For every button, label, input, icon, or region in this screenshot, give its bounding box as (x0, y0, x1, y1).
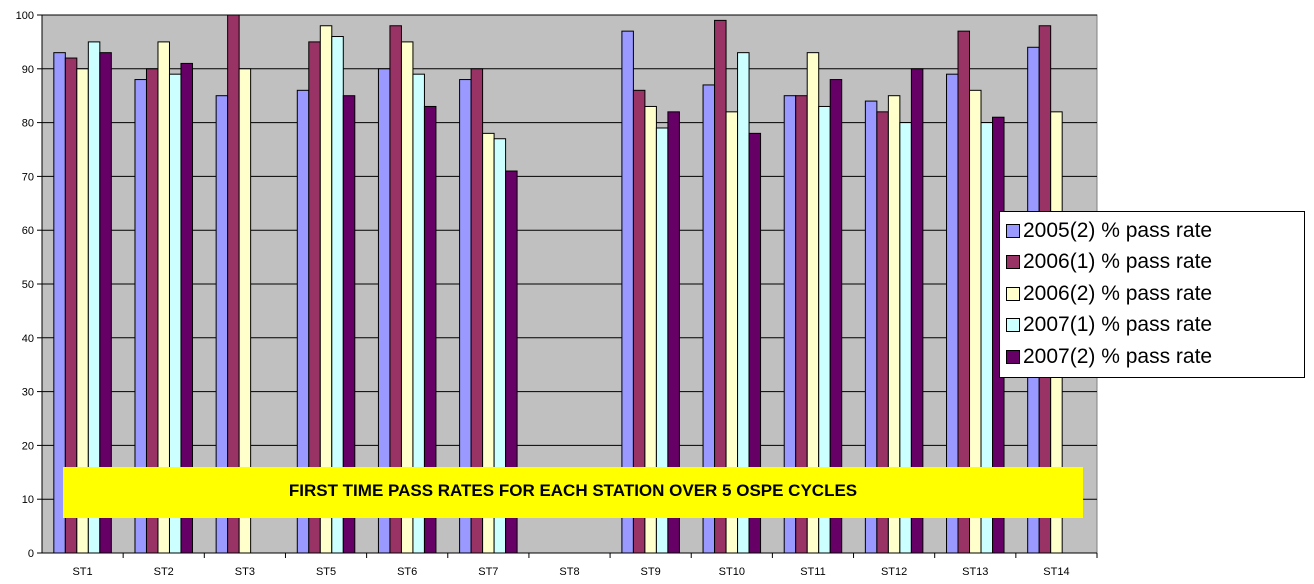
legend-label: 2007(2) % pass rate (1023, 344, 1213, 368)
legend-swatch (1006, 286, 1020, 301)
legend-label: 2005(2) % pass rate (1023, 218, 1213, 242)
x-tick-label: ST14 (1043, 566, 1069, 578)
x-tick-label: ST11 (800, 566, 825, 578)
y-tick-label: 40 (22, 333, 34, 345)
y-tick-label: 60 (22, 225, 34, 237)
x-tick-label: ST8 (559, 566, 579, 578)
x-tick-label: ST7 (478, 566, 498, 578)
legend-swatch (1006, 318, 1020, 333)
y-tick-label: 20 (22, 440, 34, 452)
legend-swatch (1006, 255, 1020, 270)
legend-item: 2007(2) % pass rate (1006, 341, 1304, 373)
x-tick-labels: ST1 ST2 ST3 ST5 ST6 ST7 ST8 ST9 ST10 ST11 ST12 ST13… (72, 566, 1069, 578)
legend-label: 2006(1) % pass rate (1023, 250, 1213, 274)
y-tick-label: 0 (28, 548, 34, 560)
y-tick-label: 30 (22, 387, 34, 399)
legend-label: 2007(1) % pass rate (1023, 313, 1213, 337)
x-tick-label: ST2 (154, 566, 174, 578)
legend-item: 2007(1) % pass rate (1006, 310, 1304, 342)
x-tick-label: ST13 (962, 566, 988, 578)
x-tick-label: ST1 (72, 566, 92, 578)
legend-swatch (1006, 223, 1020, 238)
x-tick-label: ST9 (641, 566, 661, 578)
y-tick-label: 90 (22, 64, 34, 76)
x-tick-label: ST6 (397, 566, 417, 578)
y-tick-label: 70 (22, 171, 34, 183)
y-tick-labels: 0 10 20 30 40 50 60 70 80 90 100 (16, 10, 34, 560)
axes (37, 14, 1098, 558)
y-tick-label: 10 (22, 494, 34, 506)
legend-swatch (1006, 349, 1020, 364)
legend-item: 2005(2) % pass rate (1006, 215, 1304, 247)
y-tick-label: 50 (22, 279, 34, 291)
legend: 2005(2) % pass rate 2006(1) % pass rate … (999, 211, 1305, 378)
y-tick-label: 100 (16, 10, 34, 22)
legend-label: 2006(2) % pass rate (1023, 281, 1213, 305)
legend-item: 2006(2) % pass rate (1006, 278, 1304, 310)
x-tick-label: ST12 (881, 566, 907, 578)
chart-title-banner: FIRST TIME PASS RATES FOR EACH STATION O… (63, 467, 1083, 518)
x-tick-label: ST3 (235, 566, 255, 578)
legend-item: 2006(1) % pass rate (1006, 247, 1304, 279)
x-tick-label: ST10 (719, 566, 745, 578)
x-tick-label: ST5 (316, 566, 336, 578)
chart-title: FIRST TIME PASS RATES FOR EACH STATION O… (288, 480, 858, 500)
y-tick-label: 80 (22, 118, 34, 130)
